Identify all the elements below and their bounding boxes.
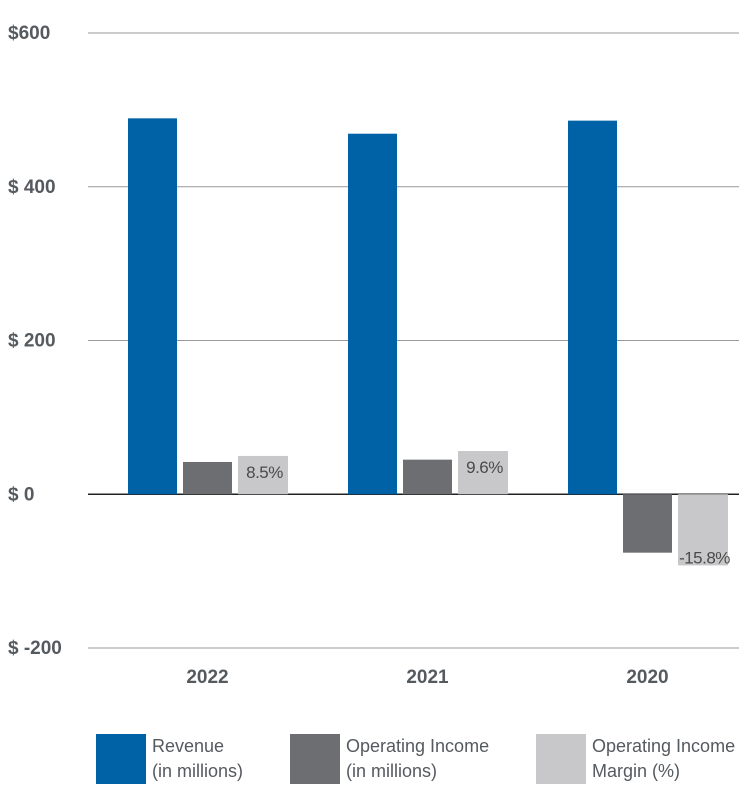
x-axis-ticks: 2022 2021 2020 xyxy=(186,667,668,688)
margin-data-label: -15.8% xyxy=(679,548,730,567)
operating-income-bar xyxy=(403,459,452,495)
legend-label-line: Revenue xyxy=(152,736,225,756)
operating-income-bar xyxy=(183,461,232,495)
legend-label-operating-income: Operating Income (in millions) xyxy=(346,734,489,784)
data-labels: 8.5% 9.6% -15.8% xyxy=(246,458,731,567)
operating-margin-bar xyxy=(458,451,508,495)
legend-swatch-revenue xyxy=(96,734,146,784)
y-axis-ticks: $600 $ 400 $ 200 $ 0 $ -200 xyxy=(8,23,62,659)
legend-swatch-operating-income xyxy=(290,734,340,784)
legend-item-operating-income: Operating Income (in millions) xyxy=(290,734,489,784)
revenue-bar xyxy=(128,118,177,495)
bar-chart: $600 $ 400 $ 200 $ 0 $ -200 8.5% 9.6% -15.8% 2… xyxy=(8,23,739,688)
gridlines xyxy=(88,32,739,649)
legend-item-revenue: Revenue (in millions) xyxy=(96,734,243,784)
legend-label-line: Operating Income xyxy=(592,736,736,756)
y-tick-label: $ 400 xyxy=(8,177,56,198)
legend: Revenue (in millions) Operating Income (… xyxy=(0,734,739,787)
legend-label-line: (in millions) xyxy=(152,761,244,781)
operating-income-bar xyxy=(623,494,672,553)
legend-label-operating-margin: Operating Income Margin (%) xyxy=(592,734,735,784)
y-tick-label: $600 xyxy=(8,23,50,44)
x-tick-label: 2021 xyxy=(406,667,449,688)
legend-label-line: Margin (%) xyxy=(592,761,681,781)
y-tick-label: $ 0 xyxy=(8,484,34,505)
operating-margin-bar xyxy=(238,455,288,495)
revenue-bar xyxy=(348,133,397,495)
legend-item-operating-margin: Operating Income Margin (%) xyxy=(536,734,735,784)
legend-swatch-operating-margin xyxy=(536,734,586,784)
y-tick-label: $ 200 xyxy=(8,331,56,352)
bars xyxy=(128,118,728,566)
legend-label-line: (in millions) xyxy=(346,761,438,781)
margin-data-label: 9.6% xyxy=(466,458,503,477)
y-tick-label: $ -200 xyxy=(8,638,62,659)
legend-label-revenue: Revenue (in millions) xyxy=(152,734,243,784)
x-tick-label: 2020 xyxy=(626,667,668,688)
x-tick-label: 2022 xyxy=(186,667,228,688)
operating-margin-bar xyxy=(678,494,728,566)
margin-data-label: 8.5% xyxy=(246,463,283,482)
revenue-bar xyxy=(568,120,617,495)
legend-label-line: Operating Income xyxy=(346,736,490,756)
